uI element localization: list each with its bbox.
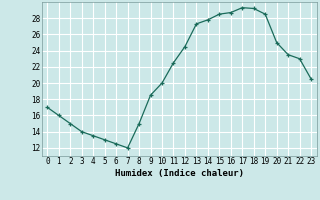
X-axis label: Humidex (Indice chaleur): Humidex (Indice chaleur) bbox=[115, 169, 244, 178]
